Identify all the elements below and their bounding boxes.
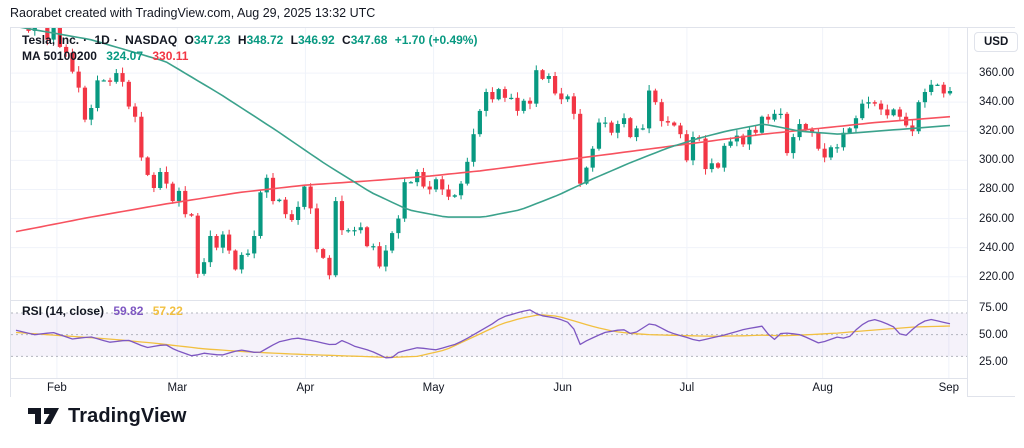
change-value: +1.70 (+0.49%) [394, 33, 478, 47]
rsi-legend: RSI (14, close) 59.82 57.22 [22, 304, 189, 318]
open-label: O [184, 33, 194, 47]
separator: · [83, 33, 88, 47]
price-tick-label: 320.00 [979, 125, 1015, 138]
symbol-title[interactable]: Tesla, Inc. [22, 33, 80, 47]
chart-canvas[interactable] [11, 28, 967, 378]
symbol-legend: Tesla, Inc. · 1D · NASDAQ O347.23 H348.72 … [22, 33, 481, 47]
high-value: 348.72 [246, 33, 284, 47]
close-label: C [342, 33, 351, 47]
close-value: 347.68 [350, 33, 388, 47]
price-tick-label: 280.00 [979, 183, 1015, 196]
month-label-mar: Mar [167, 382, 188, 394]
month-label-feb: Feb [46, 382, 67, 394]
separator: · [113, 33, 118, 47]
time-axis[interactable]: Feb Mar Apr May Jun Jul Aug Sep [11, 378, 967, 397]
exchange: NASDAQ [125, 33, 178, 47]
month-label-jun: Jun [553, 382, 572, 394]
resolution[interactable]: 1D [94, 33, 110, 47]
rsi-tick-label: 50.00 [979, 328, 1008, 341]
price-tick-label: 220.00 [979, 270, 1015, 283]
attribution-text: Raorabet created with TradingView.com, A… [10, 6, 376, 20]
currency-button[interactable]: USD [974, 32, 1019, 52]
price-tick-label: 260.00 [979, 212, 1015, 225]
price-tick-label: 340.00 [979, 96, 1015, 109]
price-tick-label: 300.00 [979, 154, 1015, 167]
ma-legend: MA 50100200 324.07 330.11 [22, 49, 194, 63]
price-tick-label: 240.00 [979, 241, 1015, 254]
month-label-aug: Aug [812, 382, 833, 394]
rsi-ma-value: 57.22 [152, 304, 183, 318]
month-label-apr: Apr [296, 382, 315, 394]
ma-label: MA 50100200 [22, 49, 97, 63]
rsi-label: RSI (14, close) [22, 304, 105, 318]
low-value: 346.92 [297, 33, 335, 47]
rsi-value: 59.82 [113, 304, 144, 318]
month-label-sep: Sep [938, 382, 960, 394]
chart-widget: Tesla, Inc. · 1D · NASDAQ O347.23 H348.72 … [10, 27, 1019, 397]
tradingview-logo-icon[interactable] [28, 403, 60, 429]
rsi-tick-label: 25.00 [979, 355, 1008, 368]
open-value: 347.23 [193, 33, 231, 47]
month-label-jul: Jul [679, 382, 695, 394]
ma-slow-value: 330.11 [152, 49, 189, 63]
month-label-may: May [422, 382, 445, 394]
brand-name[interactable]: TradingView [68, 404, 187, 427]
low-label: L [290, 33, 298, 47]
ma-fast-value: 324.07 [106, 49, 143, 63]
high-label: H [237, 33, 247, 47]
price-tick-label: 360.00 [979, 67, 1015, 80]
footer: TradingView [28, 403, 187, 429]
price-axis[interactable]: USD 360.00 340.00 320.00 300.00 280.00 260.00… [967, 28, 1019, 396]
rsi-tick-label: 75.00 [979, 301, 1008, 314]
